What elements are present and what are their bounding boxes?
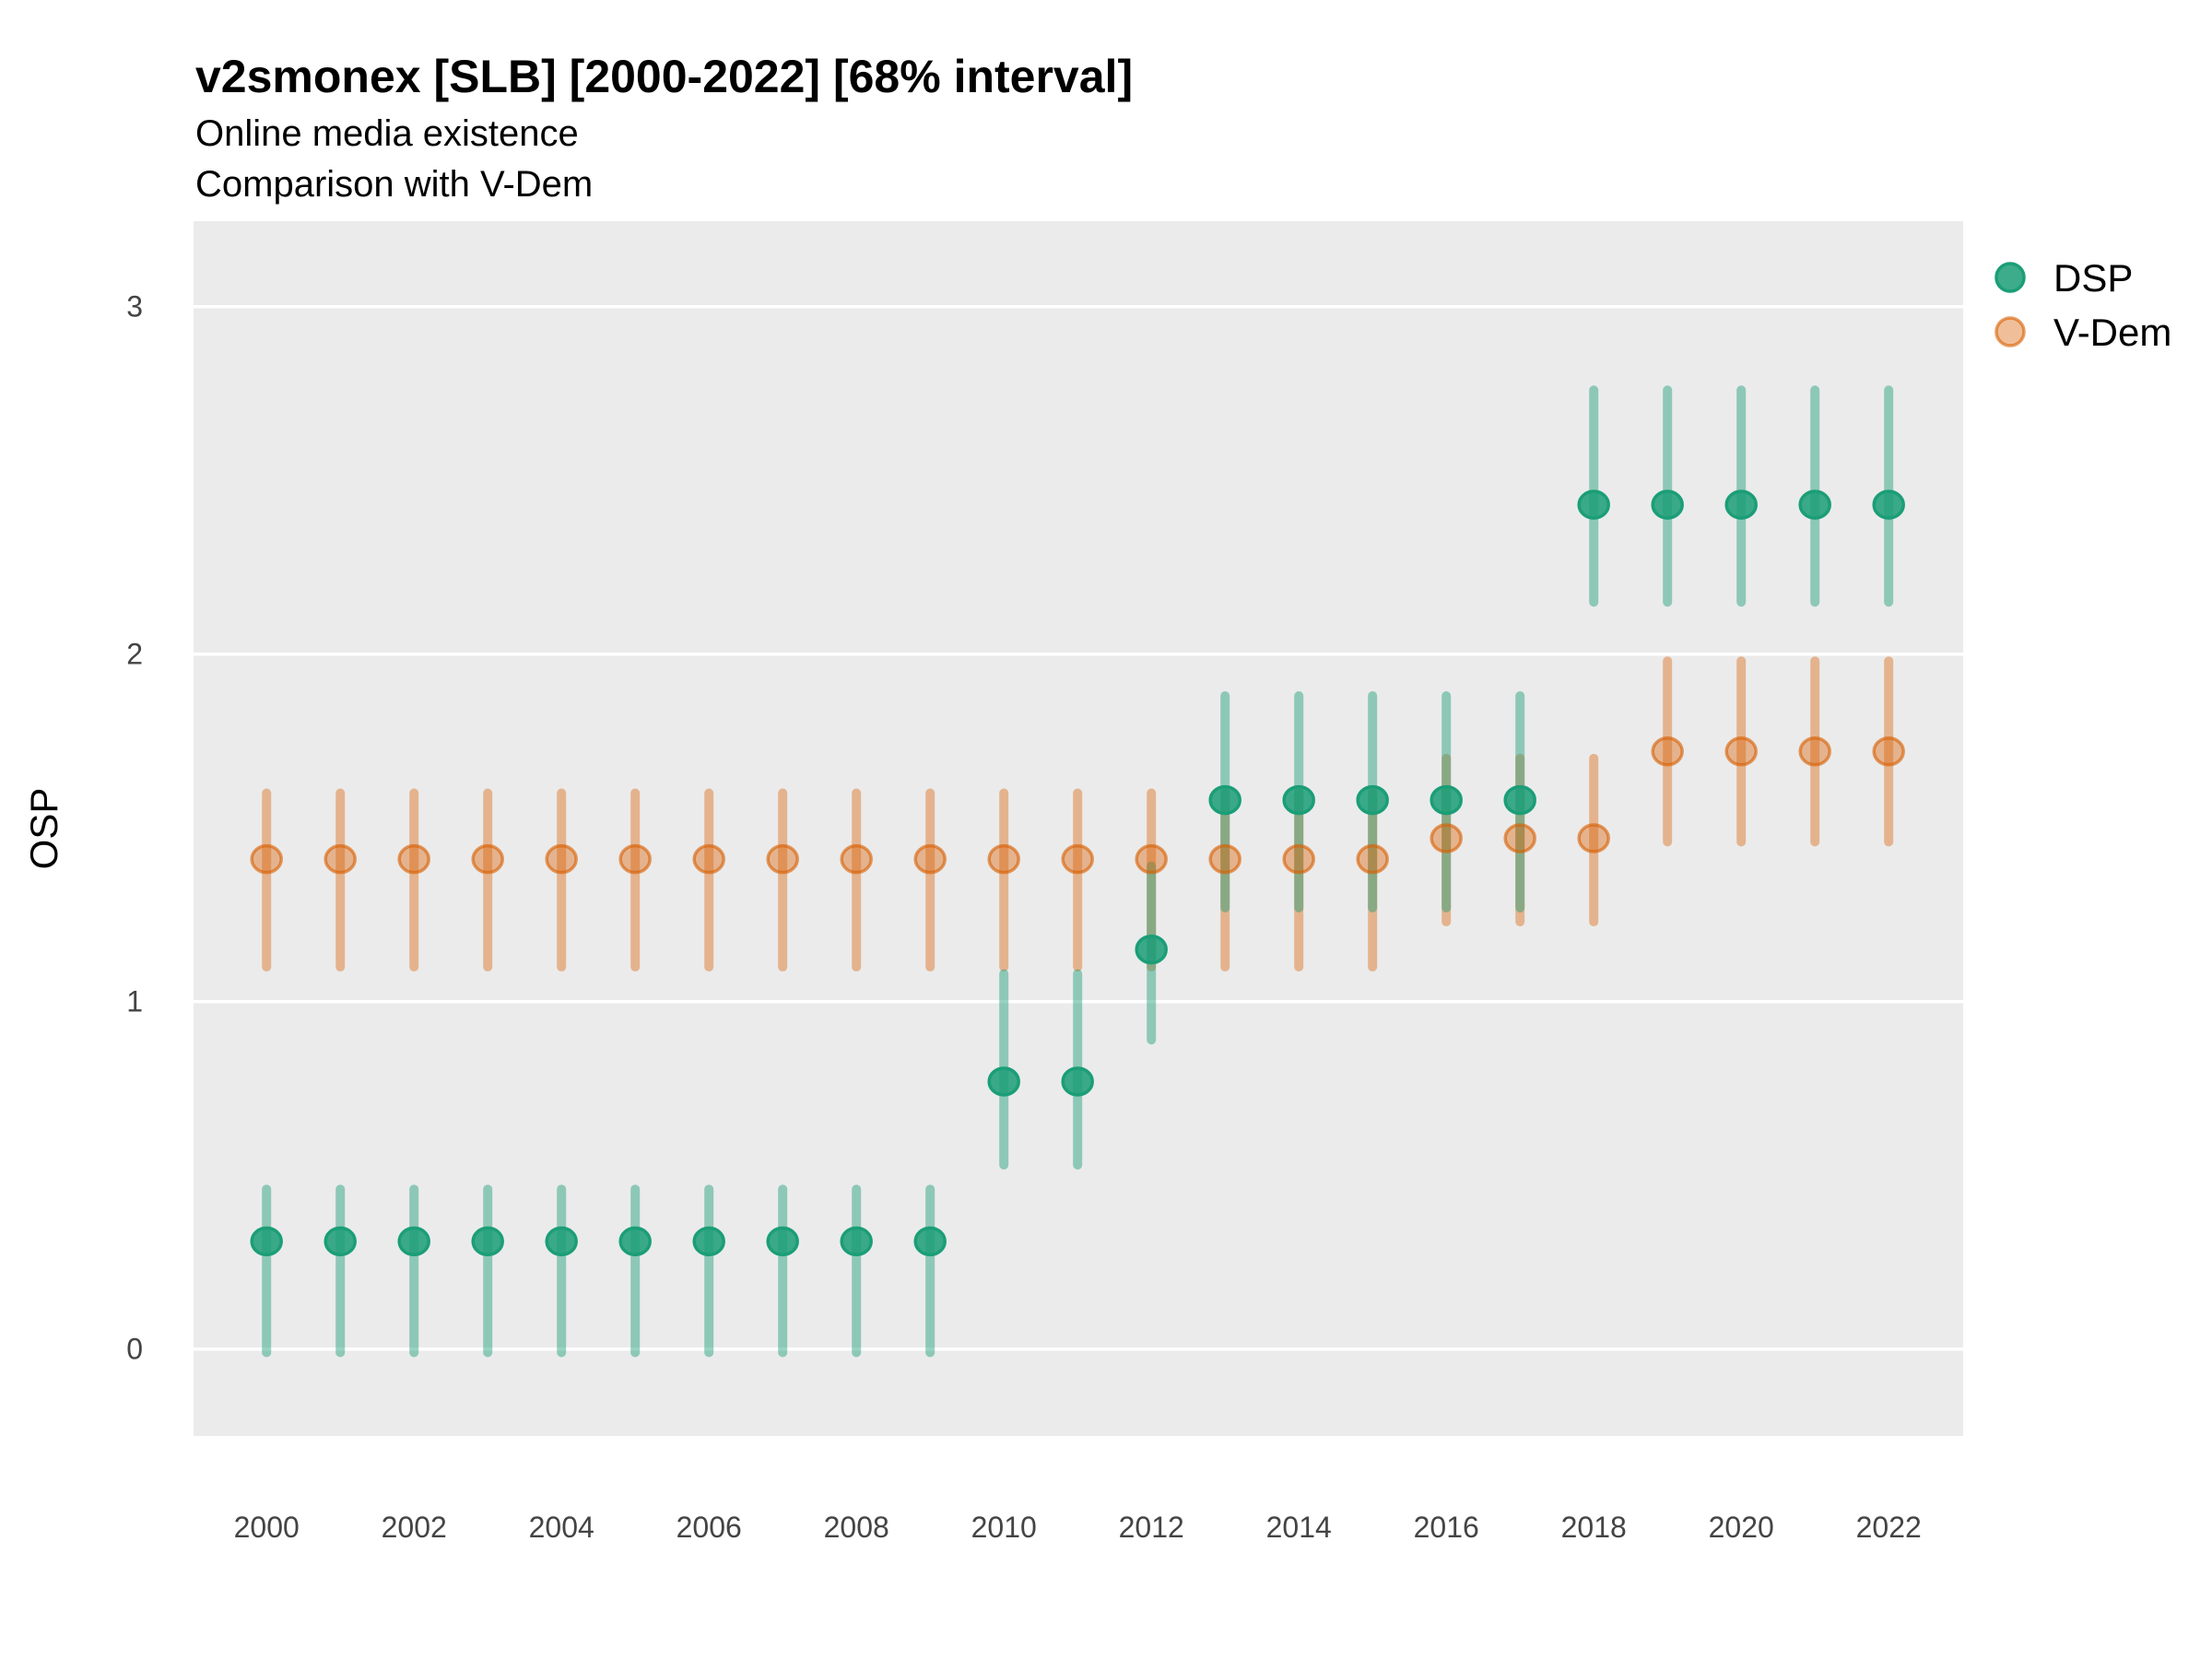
point-dsp-2021: [1798, 489, 1831, 520]
legend-label-vdem: V-Dem: [2053, 311, 2171, 354]
x-tick-label-2012: 2012: [1119, 1511, 1184, 1544]
point-dsp-2004: [545, 1226, 578, 1257]
x-tick-label-2020: 2020: [1709, 1511, 1774, 1544]
point-v-dem-2007: [766, 843, 799, 875]
legend-swatch-vdem-icon: [1994, 316, 2026, 347]
point-v-dem-2015: [1356, 843, 1389, 875]
point-v-dem-2018: [1577, 823, 1610, 853]
point-dsp-2022: [1872, 489, 1905, 520]
point-dsp-2018: [1577, 489, 1610, 520]
point-v-dem-2001: [324, 843, 357, 875]
point-v-dem-2022: [1872, 736, 1905, 767]
x-tick-label-2006: 2006: [677, 1511, 742, 1544]
x-tick-label-2022: 2022: [1856, 1511, 1922, 1544]
point-v-dem-2000: [250, 843, 283, 875]
point-dsp-2012: [1135, 934, 1168, 965]
point-v-dem-2021: [1798, 736, 1831, 767]
point-dsp-2015: [1356, 784, 1389, 816]
point-dsp-2007: [766, 1226, 799, 1257]
point-v-dem-2013: [1208, 843, 1241, 875]
x-tick-label-2016: 2016: [1414, 1511, 1479, 1544]
legend: DSP V-Dem: [1994, 256, 2171, 354]
point-dsp-2011: [1061, 1066, 1094, 1097]
legend-swatch-dsp-icon: [1994, 262, 2026, 293]
point-v-dem-2005: [618, 843, 652, 875]
y-axis-title: OSP: [22, 788, 65, 870]
point-dsp-2016: [1430, 784, 1463, 816]
point-dsp-2009: [913, 1226, 947, 1257]
x-axis-tick-labels: 2000 2002 2004 2006 2008 2010 2012 2014 2016 2018…: [234, 1511, 1922, 1544]
x-tick-label-2004: 2004: [529, 1511, 594, 1544]
point-v-dem-2017: [1503, 823, 1536, 853]
point-dsp-2001: [324, 1226, 357, 1257]
point-dsp-2013: [1208, 784, 1241, 816]
point-dsp-2020: [1724, 489, 1758, 520]
point-v-dem-2004: [545, 843, 578, 875]
point-v-dem-2020: [1724, 736, 1758, 767]
point-v-dem-2014: [1282, 843, 1315, 875]
point-dsp-2002: [397, 1226, 430, 1257]
point-v-dem-2003: [471, 843, 504, 875]
point-v-dem-2012: [1135, 843, 1168, 875]
chart-subtitle: Online media existence: [195, 113, 579, 154]
y-tick-label-2: 2: [126, 638, 143, 671]
point-v-dem-2002: [397, 843, 430, 875]
point-dsp-2005: [618, 1226, 652, 1257]
x-tick-label-2018: 2018: [1561, 1511, 1627, 1544]
point-dsp-2006: [692, 1226, 725, 1257]
x-tick-label-2010: 2010: [971, 1511, 1037, 1544]
x-tick-label-2000: 2000: [234, 1511, 300, 1544]
y-tick-label-0: 0: [126, 1333, 143, 1366]
point-v-dem-2006: [692, 843, 725, 875]
point-dsp-2000: [250, 1226, 283, 1257]
y-tick-label-3: 3: [126, 290, 143, 324]
point-dsp-2003: [471, 1226, 504, 1257]
point-v-dem-2016: [1430, 823, 1463, 853]
point-v-dem-2010: [987, 843, 1020, 875]
point-dsp-2017: [1503, 784, 1536, 816]
data-marks: [250, 385, 1905, 1358]
y-axis-tick-labels: 0 1 2 3: [126, 290, 143, 1366]
point-v-dem-2008: [840, 843, 873, 875]
point-v-dem-2019: [1651, 736, 1684, 767]
point-dsp-2019: [1651, 489, 1684, 520]
y-tick-label-1: 1: [126, 985, 143, 1018]
x-tick-label-2002: 2002: [382, 1511, 447, 1544]
point-dsp-2010: [987, 1066, 1020, 1097]
chart-title: v2smonex [SLB] [2000-2022] [68% interval…: [195, 51, 1133, 102]
chart-subtitle-2: Comparison with V-Dem: [195, 164, 593, 205]
point-dsp-2014: [1282, 784, 1315, 816]
point-v-dem-2009: [913, 843, 947, 875]
gridlines: [194, 304, 1963, 1351]
point-v-dem-2011: [1061, 843, 1094, 875]
legend-label-dsp: DSP: [2053, 256, 2133, 300]
x-tick-label-2008: 2008: [824, 1511, 889, 1544]
x-tick-label-2014: 2014: [1266, 1511, 1332, 1544]
point-dsp-2008: [840, 1226, 873, 1257]
